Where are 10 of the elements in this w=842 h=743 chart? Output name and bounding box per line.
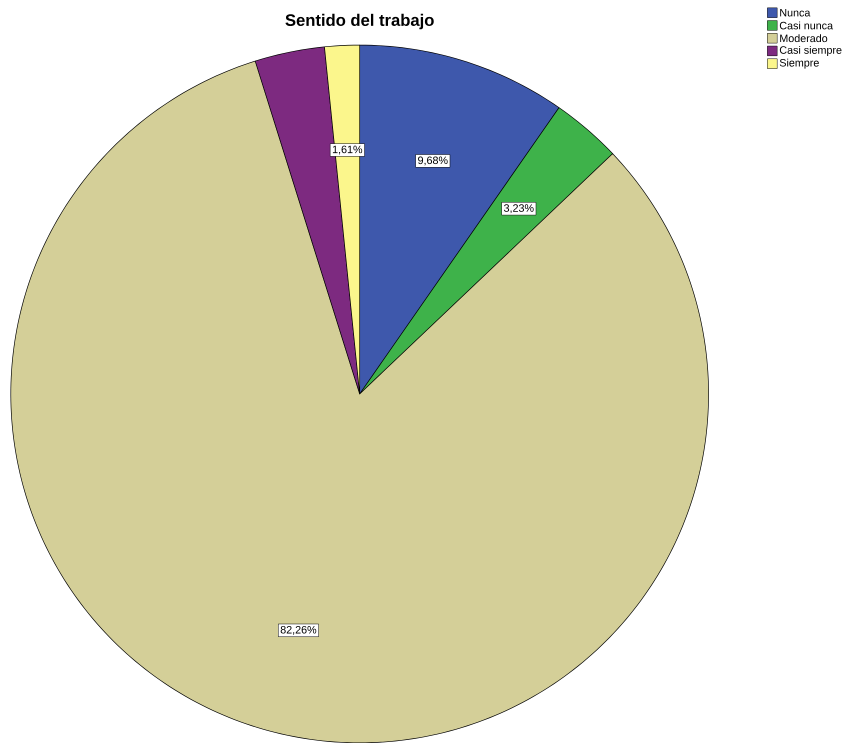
legend-label: Casi siempre bbox=[780, 46, 842, 56]
chart-title: Sentido del trabajo bbox=[285, 14, 434, 30]
data-label: 1,61% bbox=[332, 146, 362, 154]
data-label: 3,23% bbox=[504, 204, 534, 214]
data-label: 82,26% bbox=[280, 626, 316, 635]
slice-label: Moderado bbox=[780, 34, 828, 42]
data-label: 9,68% bbox=[418, 156, 448, 166]
legend-label: Nunca bbox=[780, 8, 810, 16]
legend-label: Siempre bbox=[780, 58, 819, 69]
legend-label: Casi nunca bbox=[780, 21, 834, 30]
